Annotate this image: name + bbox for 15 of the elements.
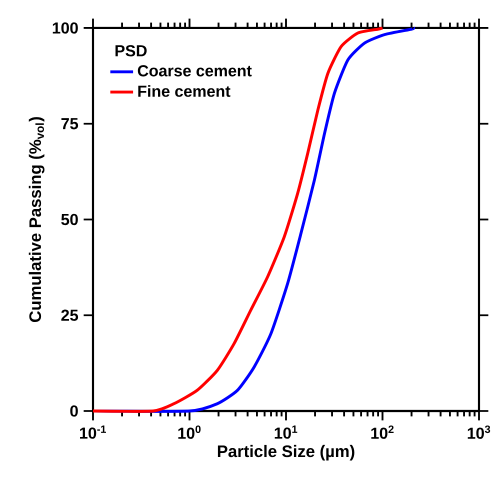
y-axis-title: Cumulative Passing (%$_{vol}$) [28,117,44,322]
x-tick-label: 10$^{3}$ [468,425,490,439]
x-axis-title: Particle Size (µm) [218,444,354,460]
x-tick-label: 10$^{2}$ [371,425,394,439]
x-tick-label: 10$^{-1}$ [80,425,106,439]
y-tick-label: 25 [61,310,78,321]
y-tick-label: 0 [70,405,78,417]
legend-label: Fine cement [138,85,230,97]
legend-title: PSD [116,45,147,56]
y-tick-label: 75 [61,118,78,130]
x-tick-label: 10$^{1}$ [274,425,298,439]
x-tick-label: 10$^{0}$ [178,425,201,439]
legend-label: Coarse cement [138,65,252,76]
y-tick-label: 100 [52,22,78,34]
y-tick-label: 50 [61,214,78,226]
